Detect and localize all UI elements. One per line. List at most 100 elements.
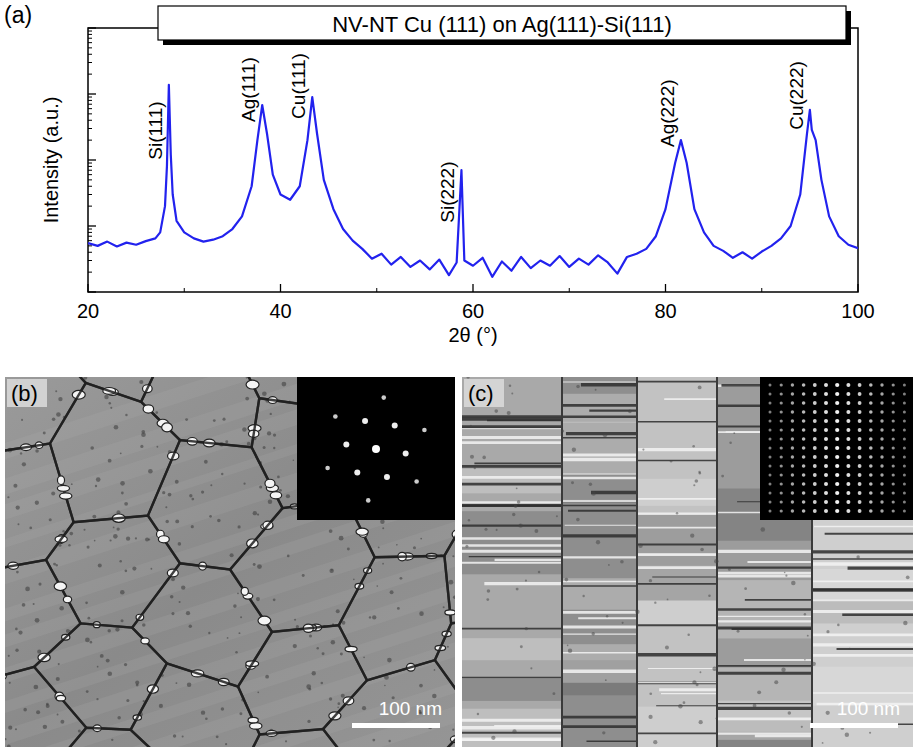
diffraction-spot — [813, 500, 817, 504]
diffraction-spot — [780, 419, 783, 422]
defect-dot — [804, 659, 806, 661]
defect-dot — [487, 589, 491, 593]
defect-dot — [38, 583, 41, 586]
y-minor-tick — [88, 54, 92, 55]
twin-boundary — [462, 732, 562, 734]
twin-boundary — [462, 504, 562, 507]
twin-boundary — [562, 716, 637, 719]
y-minor-tick — [88, 206, 92, 207]
diffraction-spot — [769, 483, 772, 486]
peak-label: Ag(222) — [657, 79, 678, 147]
defect-dot — [216, 735, 219, 738]
defect-dot — [605, 679, 607, 681]
defect-dot — [690, 534, 694, 538]
y-minor-tick — [88, 128, 92, 129]
twin-boundary — [656, 705, 717, 706]
diffraction-spot — [880, 446, 883, 449]
diffraction-spot — [835, 455, 839, 459]
diffraction-spot — [869, 482, 873, 486]
y-minor-tick — [88, 31, 92, 32]
diffraction-spot — [372, 445, 380, 453]
twin-boundary — [562, 381, 637, 382]
panel-b: 100 nm(b) — [0, 220, 665, 747]
defect-dot — [282, 382, 287, 387]
defect-dot — [18, 630, 22, 634]
defect-dot — [396, 544, 398, 546]
defect-dot — [191, 498, 194, 501]
y-minor-tick — [88, 240, 92, 241]
twin-boundary — [717, 672, 812, 675]
defect-dot — [62, 530, 64, 532]
diffraction-spot — [880, 491, 883, 494]
twin-boundary — [717, 718, 812, 721]
defect-dot — [715, 717, 717, 719]
defect-dot — [400, 577, 403, 580]
twin-boundary — [652, 576, 717, 577]
defect-dot — [649, 692, 652, 695]
diffraction-spot — [858, 392, 862, 396]
defect-dot — [698, 386, 702, 390]
twin-boundary — [462, 418, 562, 421]
diffraction-spot — [835, 410, 839, 414]
defect-dot — [145, 538, 149, 542]
void — [141, 638, 149, 644]
diffraction-spot — [769, 420, 772, 423]
twin-boundary — [637, 566, 717, 569]
twin-boundary — [812, 562, 913, 565]
twin-boundary — [812, 692, 913, 694]
void — [56, 695, 65, 701]
diffraction-spot — [869, 491, 873, 495]
y-minor-tick — [88, 74, 92, 75]
defect-dot — [98, 563, 102, 567]
diffraction-spot — [813, 455, 817, 459]
diffraction-spot — [858, 482, 862, 486]
y-minor-tick — [88, 163, 92, 164]
diffraction-spot — [835, 383, 839, 387]
defect-dot — [568, 649, 572, 653]
grain-boundary — [148, 440, 283, 569]
defect-dot — [18, 523, 20, 525]
diffraction-spot — [903, 429, 906, 432]
defect-dot — [482, 456, 486, 460]
diffraction-spot — [791, 410, 794, 413]
defect-dot — [136, 684, 139, 687]
peak-label: Ag(111) — [238, 57, 259, 122]
diffraction-spot — [903, 483, 906, 486]
defect-dot — [21, 419, 23, 421]
diffraction-spot — [791, 428, 794, 431]
defect-dot — [97, 666, 99, 668]
y-minor-tick — [88, 232, 92, 233]
defect-dot — [142, 623, 146, 627]
defect-dot — [71, 483, 73, 485]
twin-boundary — [462, 726, 562, 729]
defect-dot — [217, 519, 221, 523]
twin-boundary — [813, 588, 913, 591]
x-tick-label: 20 — [77, 300, 99, 322]
diffraction-spot — [791, 401, 794, 404]
defect-dot — [468, 519, 470, 521]
twin-boundary — [637, 513, 717, 515]
defect-dot — [293, 644, 297, 648]
twin-boundary — [462, 425, 562, 428]
defect-dot — [113, 534, 118, 539]
twin-boundary — [462, 465, 562, 468]
diffraction-spot — [802, 509, 806, 513]
twin-boundary — [812, 599, 913, 601]
defect-dot — [221, 707, 224, 710]
defect-dot — [124, 663, 127, 666]
twin-boundary — [812, 589, 913, 592]
defect-dot — [561, 429, 564, 432]
diffraction-spot — [791, 509, 794, 512]
diffraction-spot — [846, 473, 850, 477]
diffraction-spot — [802, 401, 806, 405]
defect-dot — [329, 529, 333, 533]
plot-area — [88, 85, 858, 277]
defect-dot — [187, 683, 192, 688]
diffraction-spot — [869, 509, 873, 513]
void — [241, 587, 248, 595]
diffraction-spot — [880, 455, 883, 458]
twin-boundary — [462, 544, 562, 547]
contrast-band — [5, 377, 455, 543]
diffraction-spot — [354, 469, 360, 475]
twin-boundary — [581, 383, 637, 386]
